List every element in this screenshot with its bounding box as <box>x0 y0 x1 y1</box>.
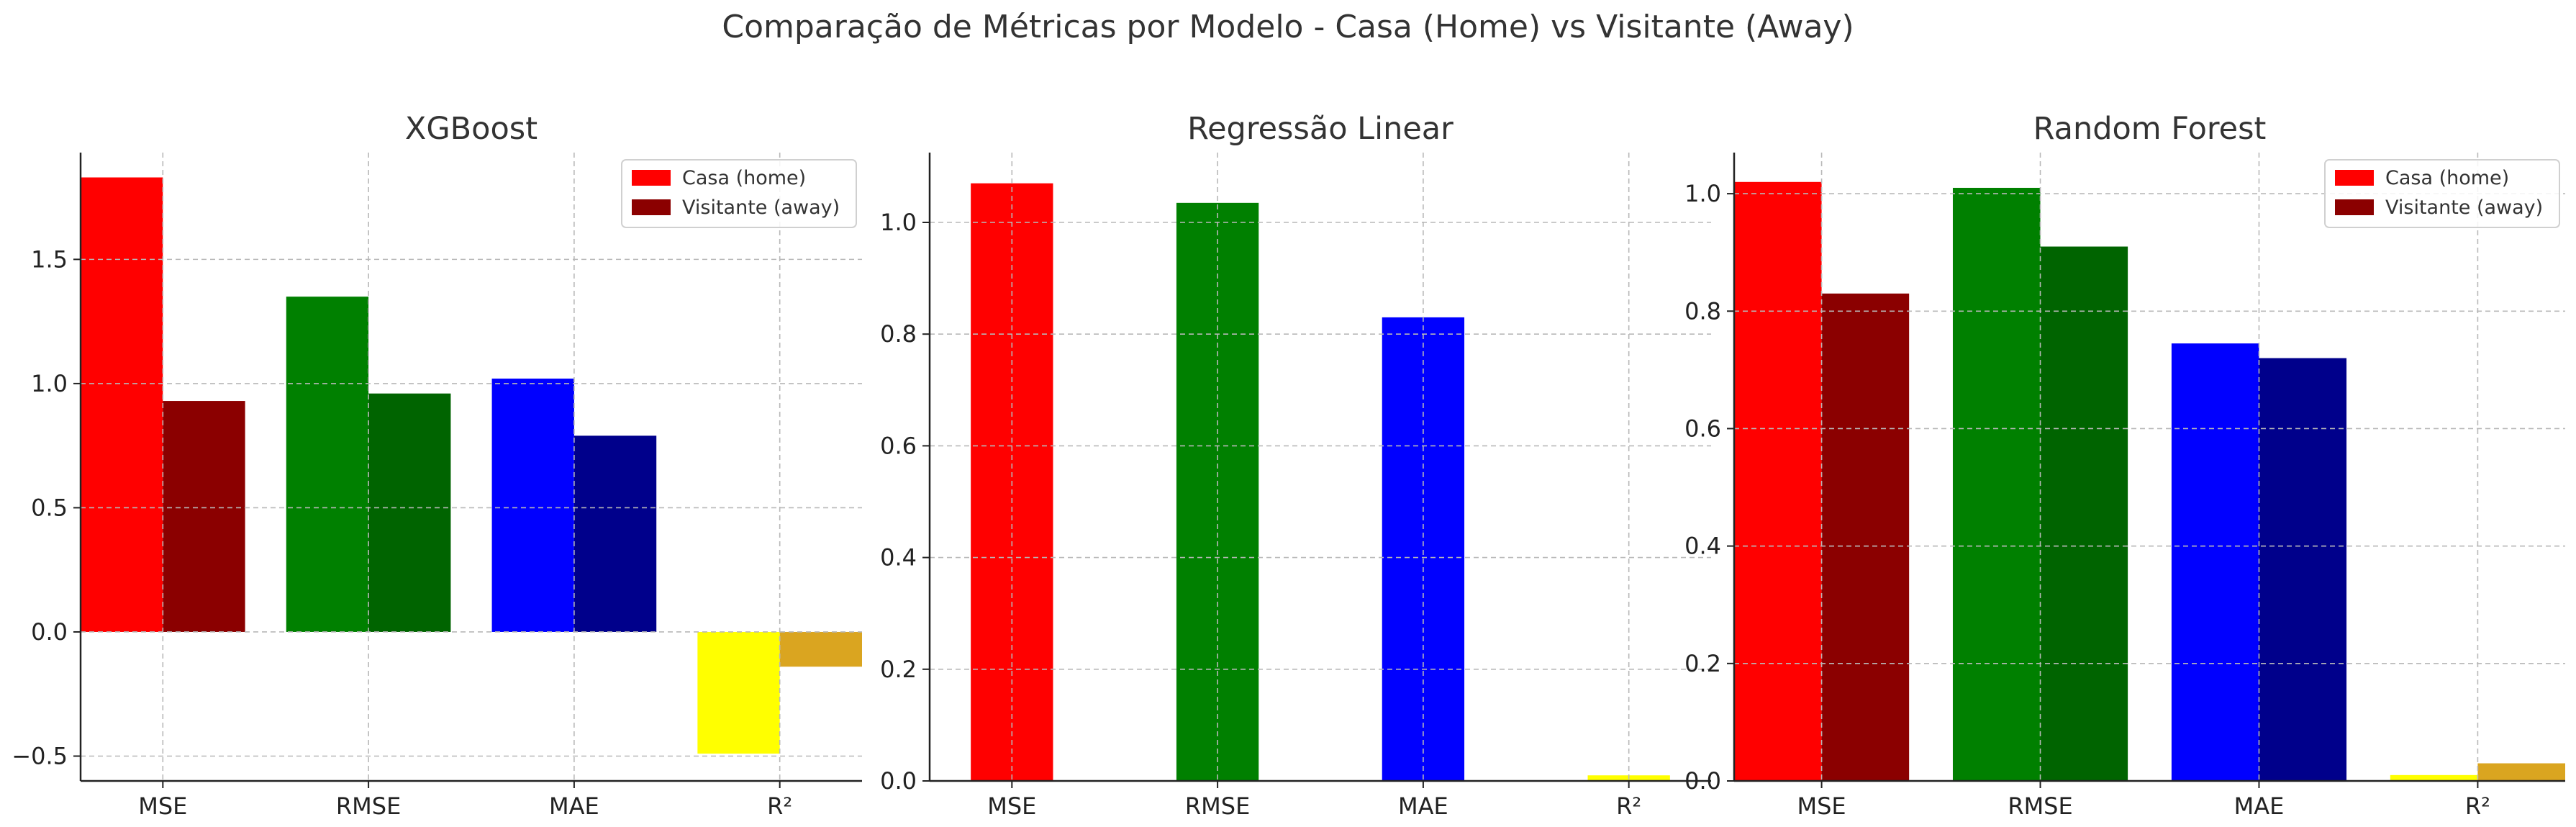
x-tick-label-r2: R² <box>2465 792 2490 820</box>
y-tick-label: 1.0 <box>1684 180 1721 207</box>
x-tick-label-mae: MAE <box>2234 792 2285 820</box>
bar-xgboost-mse-visitante-away <box>163 401 245 632</box>
chart-panel-regress-o-linear: 0.0 0.2 0.4 0.6 0.8 1.0 MSE RMSE MAE R² Regressão … <box>880 111 1711 820</box>
bar-random-forest-mse-visitante-away <box>1821 293 1910 781</box>
legend-box <box>2324 159 2560 228</box>
x-tick-label-mae: MAE <box>1398 792 1448 820</box>
y-tick-label: −0.5 <box>12 742 68 769</box>
y-tick-label: 0.8 <box>1684 297 1721 325</box>
chart-title: Random Forest <box>2033 111 2267 147</box>
y-tick-label: 0.8 <box>880 320 917 348</box>
bar-xgboost-r2-casa-home <box>697 631 780 754</box>
bar-xgboost-mae-casa-home <box>491 379 574 632</box>
chart-panel-random-forest: 0.0 0.2 0.4 0.6 0.8 1.0 MSE RMSE MAE R² Random For… <box>1684 111 2565 820</box>
y-tick-label: 0.2 <box>880 656 917 683</box>
legend-swatch-visitante-away <box>2335 199 2374 215</box>
bar-xgboost-mse-casa-home <box>81 177 163 632</box>
y-tick-label: 1.0 <box>880 209 917 236</box>
x-tick-label-r2: R² <box>1616 792 1641 820</box>
legend: Casa (home) Visitante (away) <box>2324 159 2560 228</box>
bar-xgboost-mae-visitante-away <box>573 435 657 632</box>
y-tick-label: 0.2 <box>1684 650 1721 677</box>
y-tick-label: 0.6 <box>1684 415 1721 442</box>
bar-random-forest-r2-casa-home <box>2390 774 2478 781</box>
legend-label-visitante-away: Visitante (away) <box>2385 196 2543 219</box>
bar-xgboost-rmse-visitante-away <box>368 393 451 632</box>
y-tick-label: 0.4 <box>1684 533 1721 560</box>
legend-swatch-casa-home <box>632 170 671 186</box>
x-tick-label-rmse: RMSE <box>2008 792 2072 820</box>
y-tick-label: 0.6 <box>880 432 917 459</box>
bar-random-forest-r2-visitante-away <box>2477 763 2565 781</box>
y-tick-label: 0.0 <box>880 767 917 795</box>
bar-xgboost-r2-visitante-away <box>779 631 862 667</box>
bar-random-forest-rmse-visitante-away <box>2040 246 2128 781</box>
legend-box <box>621 159 857 228</box>
y-tick-label: 1.5 <box>31 245 68 273</box>
x-tick-label-mse: MSE <box>1797 792 1846 820</box>
chart-title: Regressão Linear <box>1187 111 1453 147</box>
legend: Casa (home) Visitante (away) <box>621 159 857 228</box>
x-tick-label-mse: MSE <box>987 792 1036 820</box>
y-tick-label: 0.0 <box>31 618 68 646</box>
y-tick-label: 0.5 <box>31 494 68 521</box>
y-tick-label: 1.0 <box>31 370 68 397</box>
chart-panel-xgboost: −0.5 0.0 0.5 1.0 1.5 MSE RMSE MAE R² XGBoost Casa … <box>12 111 862 820</box>
x-tick-label-mse: MSE <box>138 792 187 820</box>
x-tick-label-mae: MAE <box>549 792 599 820</box>
y-tick-label: 0.4 <box>880 544 917 571</box>
legend-swatch-visitante-away <box>632 199 671 215</box>
x-tick-label-r2: R² <box>767 792 792 820</box>
legend-label-visitante-away: Visitante (away) <box>682 196 840 219</box>
legend-label-casa-home: Casa (home) <box>2385 167 2509 189</box>
bar-xgboost-rmse-casa-home <box>286 297 369 632</box>
bar-random-forest-mae-casa-home <box>2171 343 2259 781</box>
legend-swatch-casa-home <box>2335 170 2374 186</box>
x-tick-label-rmse: RMSE <box>1185 792 1250 820</box>
legend-label-casa-home: Casa (home) <box>682 167 806 189</box>
chart-title: XGBoost <box>405 111 538 147</box>
bar-random-forest-mae-visitante-away <box>2259 358 2347 781</box>
figure-suptitle: Comparação de Métricas por Modelo - Casa… <box>722 9 1854 45</box>
x-tick-label-rmse: RMSE <box>336 792 401 820</box>
y-tick-label: 0.0 <box>1684 767 1721 795</box>
bar-random-forest-mse-casa-home <box>1734 181 1822 782</box>
bar-random-forest-rmse-casa-home <box>1952 187 2041 782</box>
